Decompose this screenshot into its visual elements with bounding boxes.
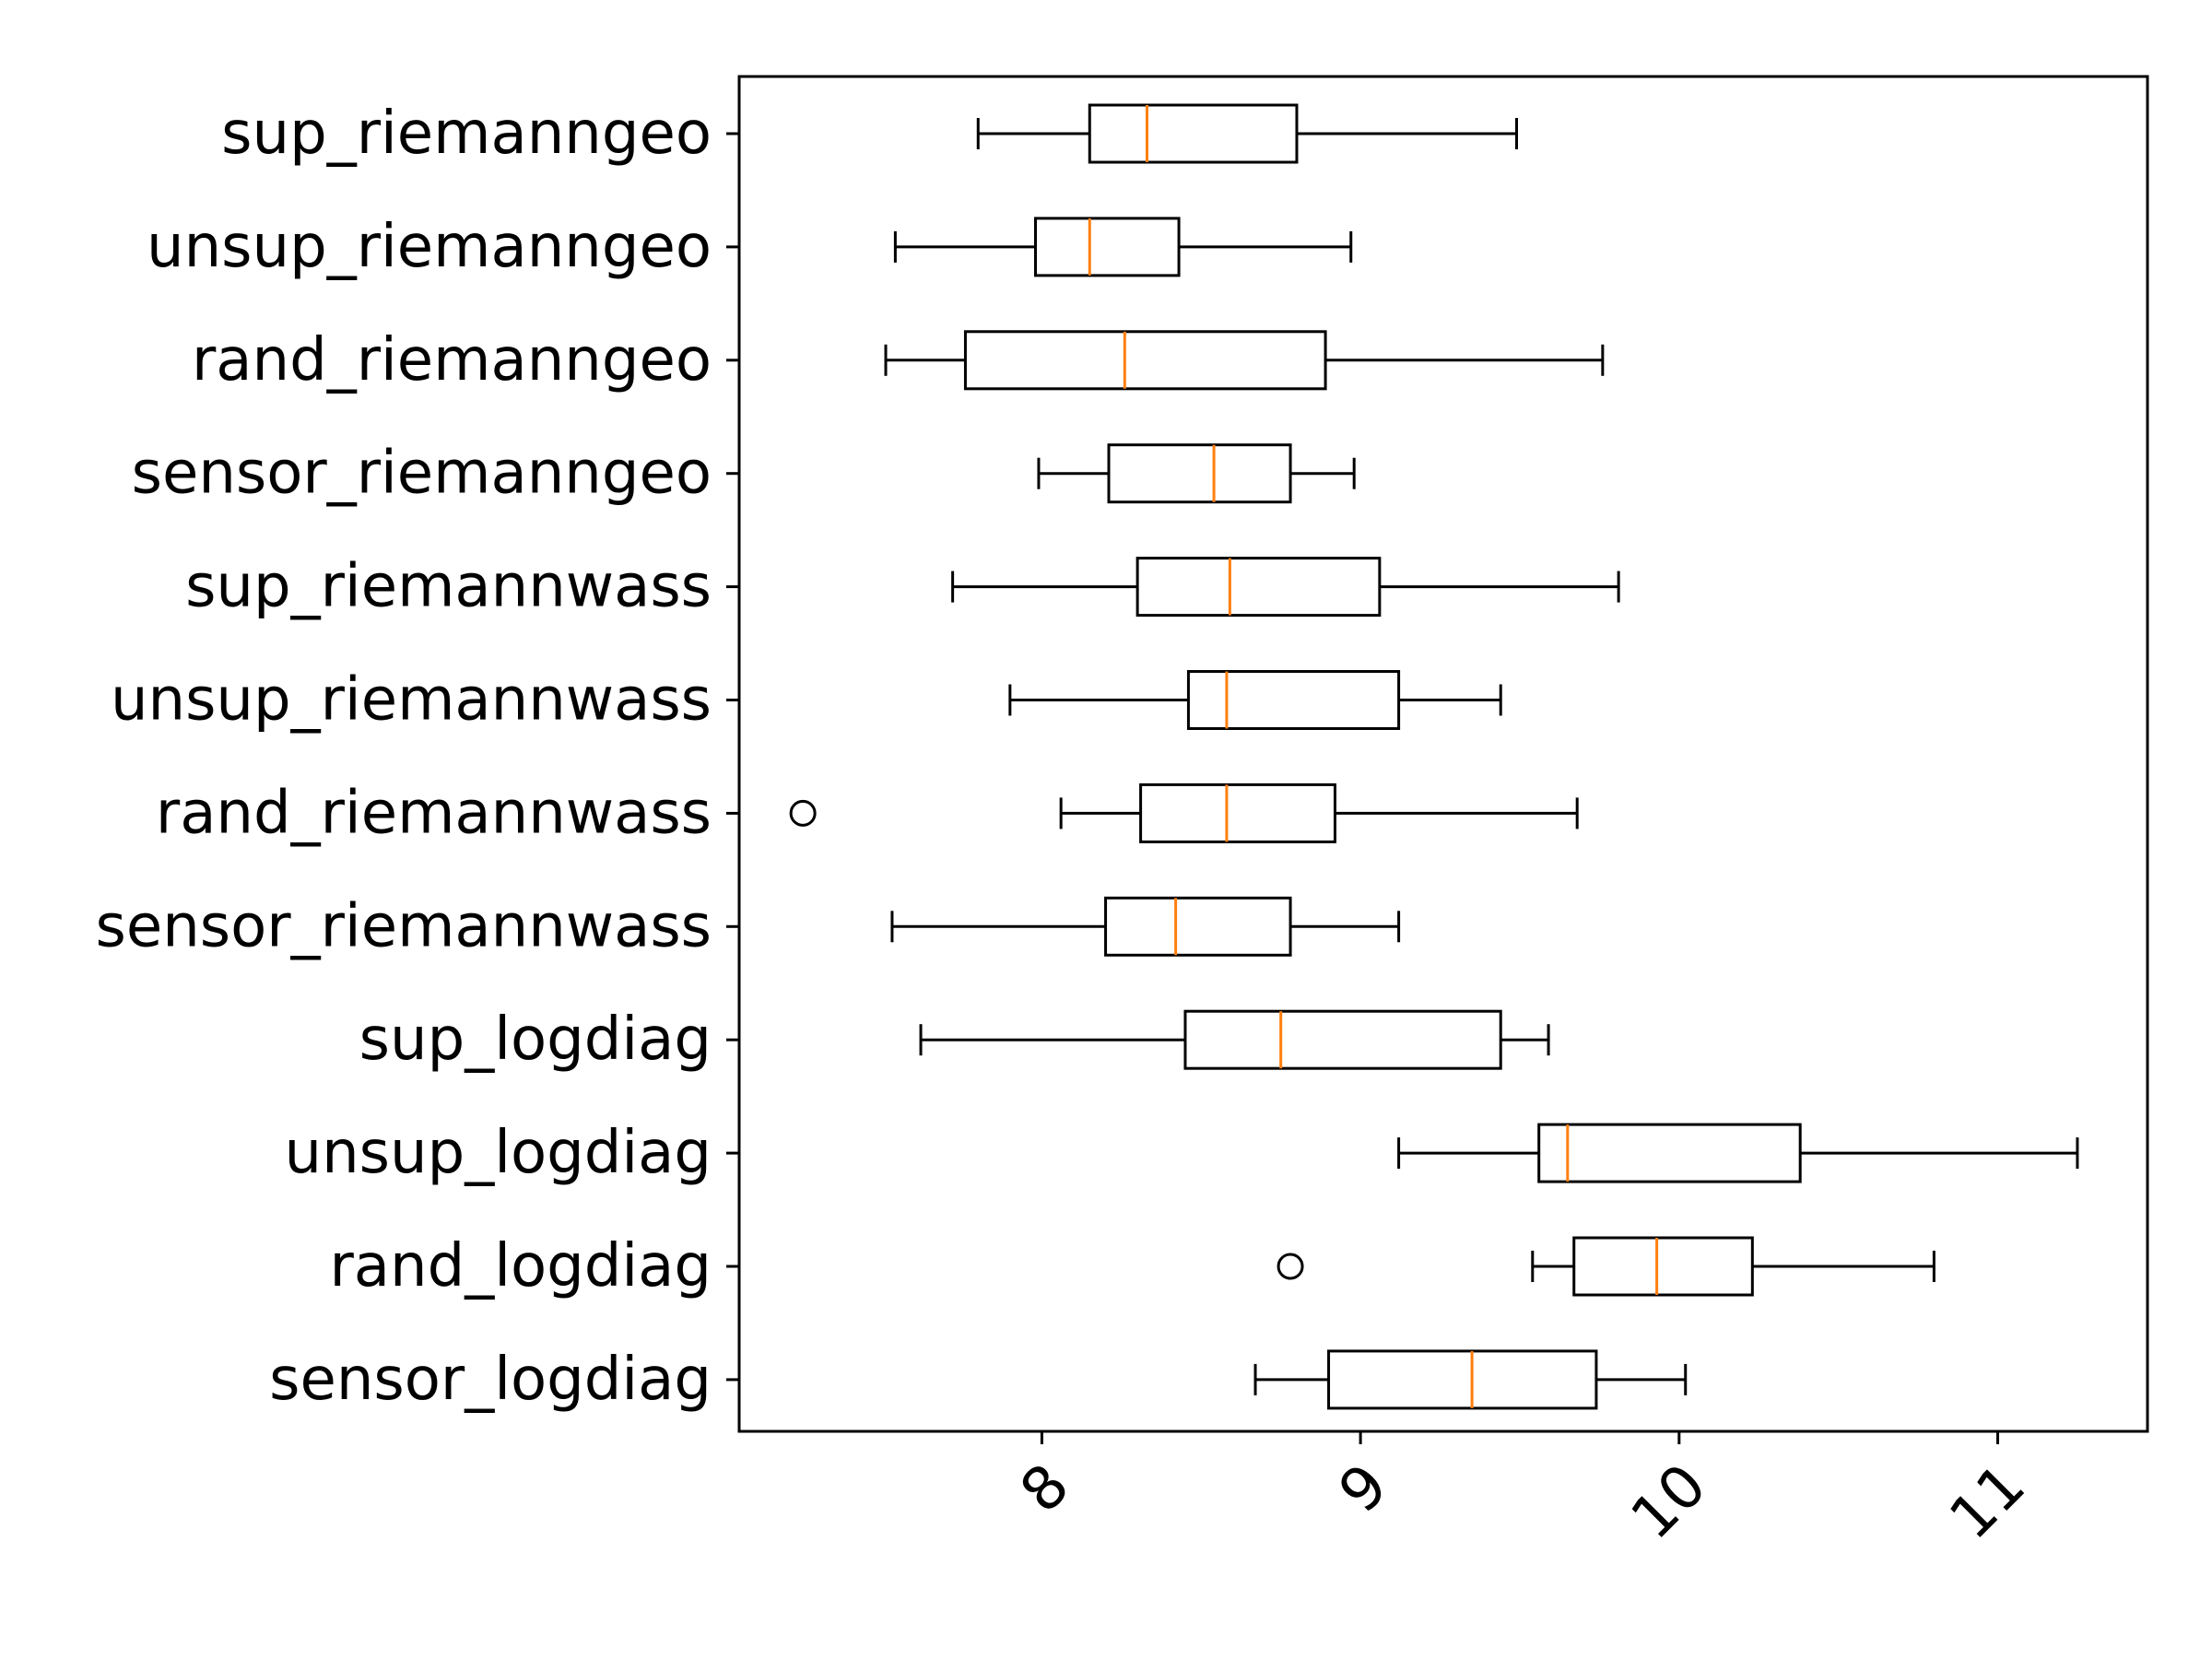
box-sensor_riemanngeo (1037, 443, 1356, 504)
iqr-box (1186, 670, 1401, 730)
plot-area (789, 103, 2079, 1410)
box-sup_riemannwass (951, 557, 1620, 618)
box-rand_logdiag (1277, 1236, 1936, 1297)
box-sup_logdiag (919, 1009, 1550, 1070)
iqr-box (1327, 1349, 1598, 1410)
iqr-box (963, 330, 1327, 391)
y-tick-label: rand_riemannwass (156, 779, 712, 847)
box-sensor_logdiag (1253, 1349, 1688, 1410)
iqr-box (1572, 1236, 1754, 1297)
iqr-box (1183, 1009, 1502, 1070)
y-tick-label: unsup_logdiag (285, 1119, 712, 1187)
y-tick-label: rand_logdiag (329, 1232, 712, 1300)
outlier-point (1277, 1253, 1304, 1280)
iqr-box (1107, 443, 1292, 504)
box-rand_riemannwass (789, 782, 1579, 843)
y-axis: sup_riemanngeo unsup_riemanngeo rand_riema… (96, 100, 739, 1414)
y-tick-label: sensor_logdiag (269, 1346, 712, 1414)
outlier-point (789, 799, 817, 827)
box-sup_riemanngeo (976, 103, 1519, 164)
y-tick-label: unsup_riemanngeo (147, 213, 712, 281)
iqr-box (1104, 896, 1292, 957)
y-tick-label: sup_riemannwass (185, 553, 712, 621)
iqr-box (1537, 1123, 1802, 1183)
iqr-box (1034, 217, 1181, 277)
box-unsup_riemannwass (1008, 670, 1502, 730)
iqr-box (1139, 782, 1336, 843)
box-unsup_logdiag (1397, 1123, 2079, 1183)
y-tick-label: sensor_riemanngeo (132, 440, 712, 508)
axes-frame (737, 75, 2149, 1433)
y-tick-label: unsup_riemannwass (111, 666, 712, 735)
box-sensor_riemannwass (890, 896, 1401, 957)
y-tick-label: sensor_riemannwass (96, 892, 712, 960)
iqr-box (1088, 103, 1299, 164)
box-unsup_riemanngeo (893, 217, 1353, 277)
y-tick-label: sup_logdiag (359, 1006, 712, 1074)
iqr-box (1135, 557, 1382, 618)
box-rand_riemanngeo (884, 330, 1605, 391)
y-tick-label: rand_riemanngeo (192, 326, 712, 394)
y-tick-label: sup_riemanngeo (221, 100, 712, 168)
